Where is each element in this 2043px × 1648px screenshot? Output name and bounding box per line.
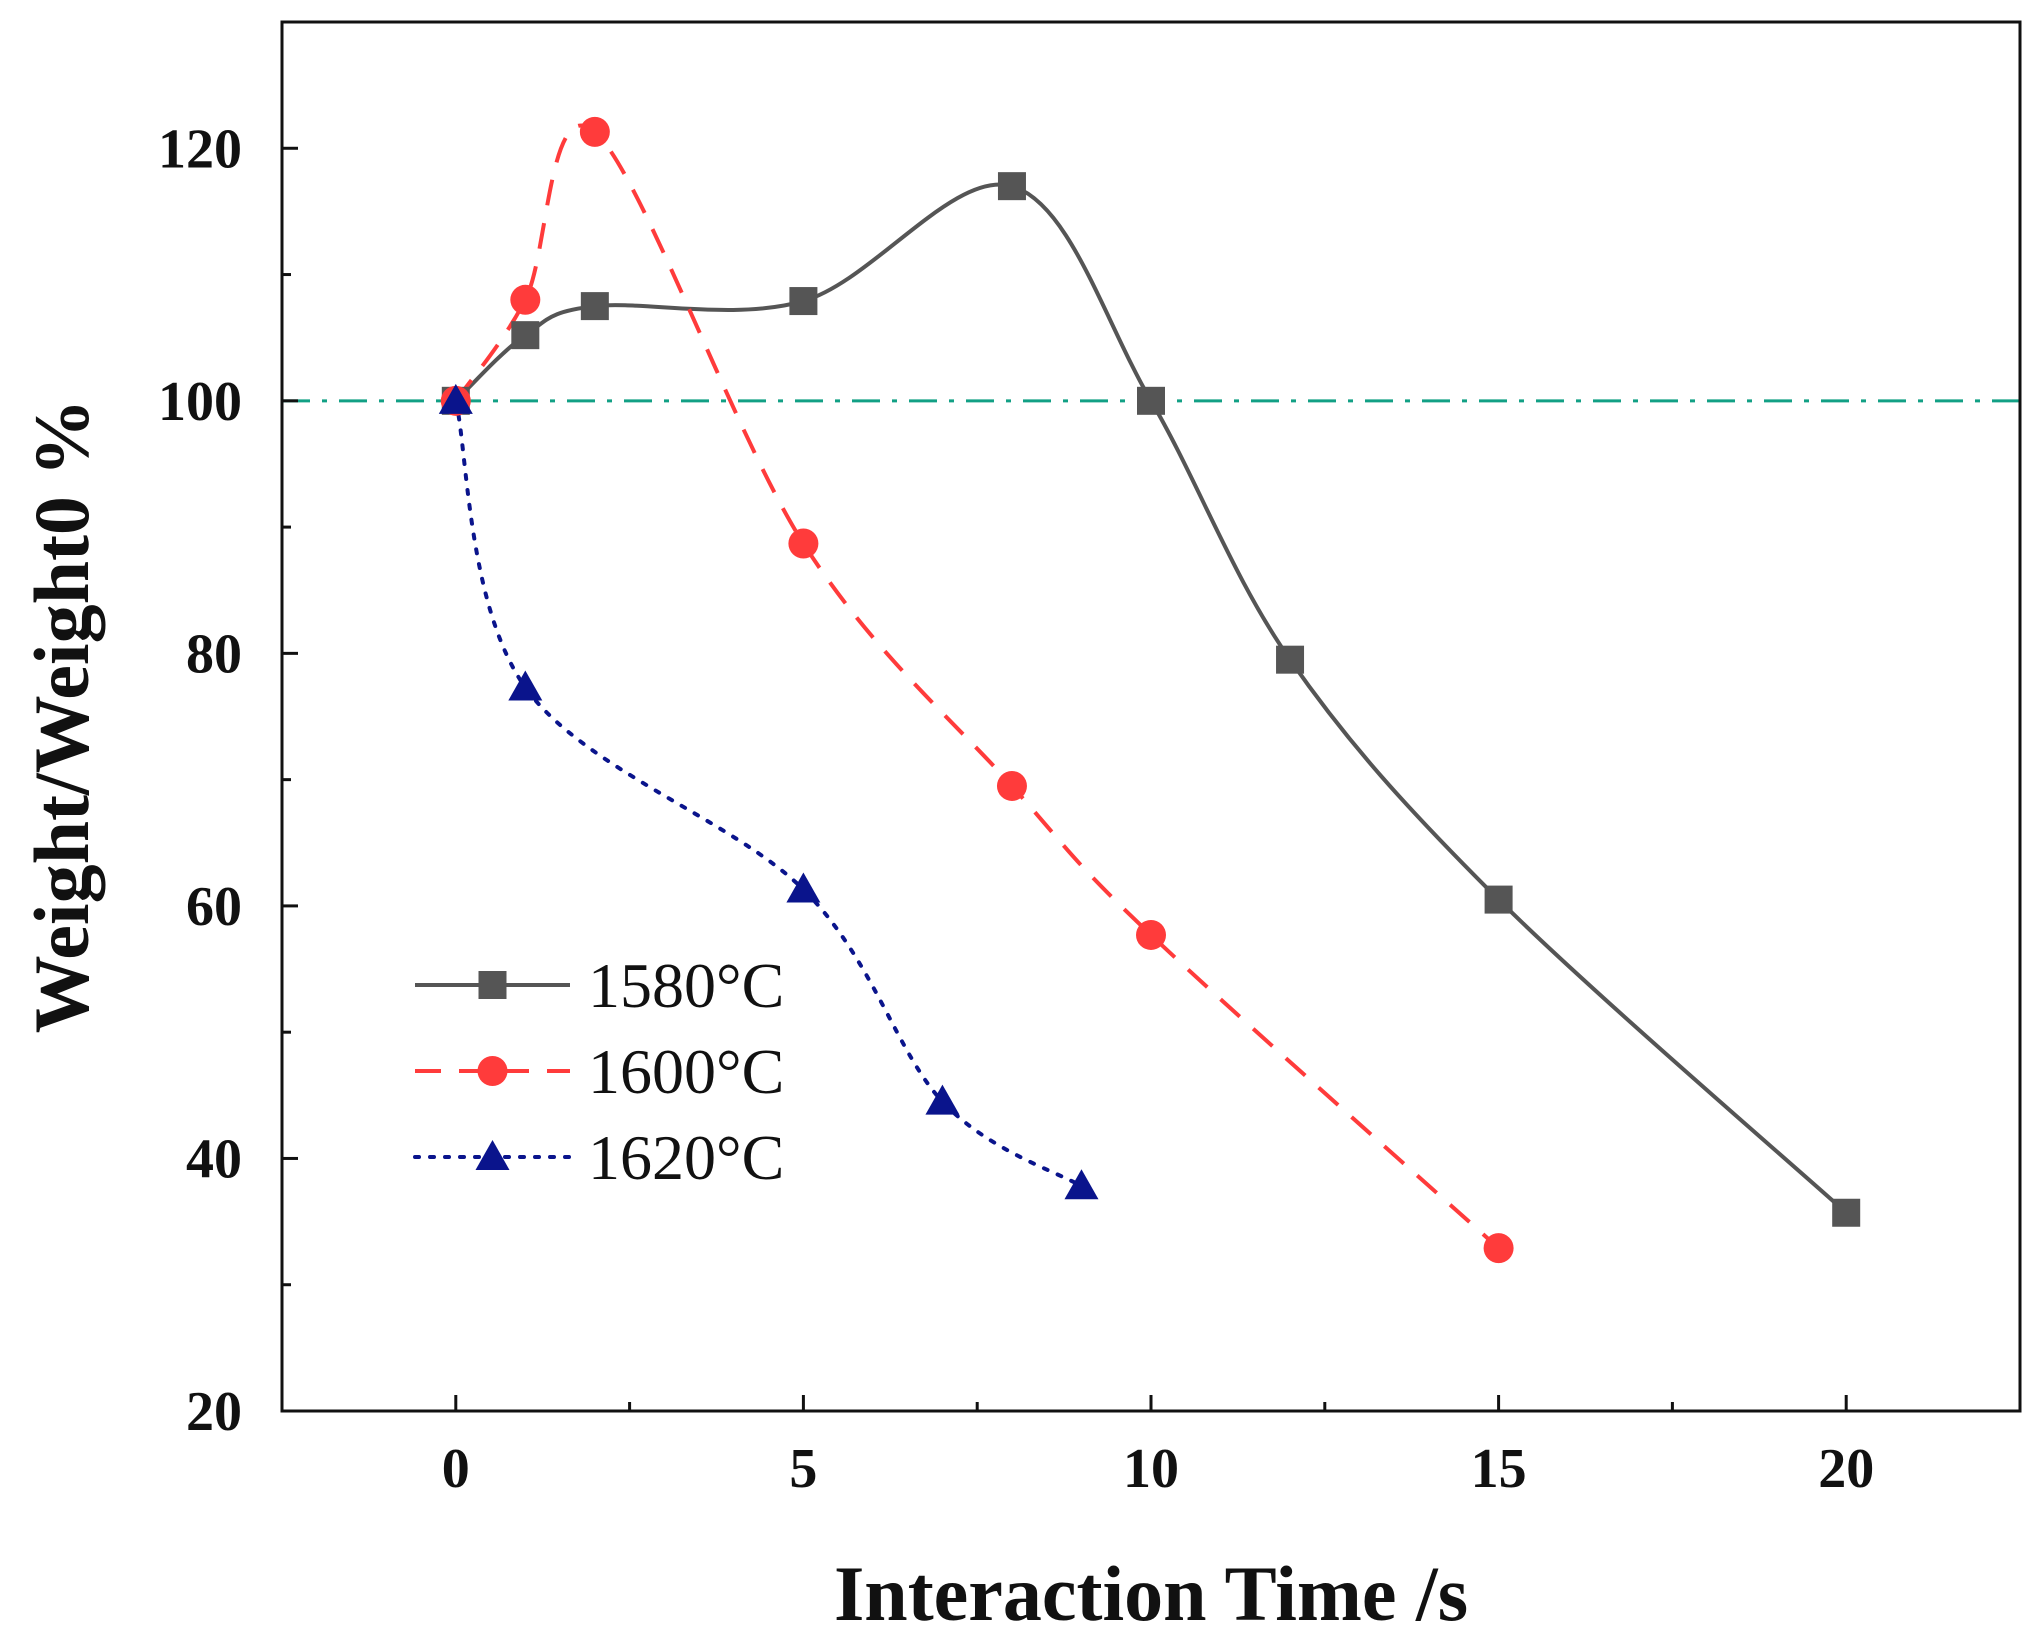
series-markers (438, 116, 1861, 1264)
y-axis-title: Weight/Weight0 % (18, 399, 105, 1034)
y-tick-label: 60 (186, 876, 242, 938)
data-point-series-3 (1064, 1169, 1099, 1200)
data-point-series-2 (579, 116, 610, 147)
y-tick-label: 20 (186, 1381, 242, 1443)
x-tick-label: 10 (1123, 1438, 1179, 1500)
legend: 1580°C 1600°C 1620°C (413, 950, 784, 1193)
data-point-series-1 (789, 287, 818, 316)
data-point-series-2 (1136, 919, 1166, 950)
data-point-series-1 (1137, 386, 1165, 415)
series-line-3 (453, 398, 1084, 1189)
y-axis: 20 40 60 80 100 120 (158, 118, 298, 1443)
legend-label-3: 1620°C (588, 1122, 784, 1193)
data-point-series-3 (786, 872, 821, 903)
data-point-series-3 (925, 1084, 960, 1115)
data-point-series-3 (508, 670, 543, 701)
series-line-2 (454, 123, 1500, 1250)
data-point-series-1 (511, 321, 540, 350)
x-axis: 0 5 10 15 20 (442, 1395, 1874, 1500)
x-tick-label: 0 (442, 1438, 470, 1500)
legend-label-1: 1580°C (588, 950, 784, 1021)
legend-label-2: 1600°C (588, 1036, 784, 1107)
y-tick-label: 40 (186, 1128, 242, 1190)
data-point-series-2 (788, 528, 819, 559)
data-point-series-1 (1832, 1198, 1861, 1227)
legend-marker-1 (478, 971, 507, 999)
data-point-series-2 (510, 284, 541, 315)
data-point-series-3 (438, 383, 473, 414)
data-point-series-1 (997, 172, 1026, 201)
x-tick-label: 15 (1471, 1438, 1527, 1500)
data-point-series-1 (580, 292, 609, 321)
x-axis-title: Interaction Time /s (834, 1550, 1468, 1637)
data-point-series-1 (1484, 885, 1513, 914)
legend-marker-3 (475, 1140, 510, 1170)
legend-marker-2 (477, 1056, 508, 1086)
data-point-series-2 (996, 770, 1027, 801)
y-tick-label: 120 (158, 118, 242, 180)
y-tick-label: 80 (186, 623, 242, 685)
x-tick-label: 20 (1818, 1438, 1874, 1500)
y-tick-label: 100 (158, 371, 242, 433)
data-point-series-2 (1483, 1233, 1514, 1264)
data-point-series-1 (1276, 645, 1305, 674)
x-tick-label: 5 (789, 1438, 817, 1500)
